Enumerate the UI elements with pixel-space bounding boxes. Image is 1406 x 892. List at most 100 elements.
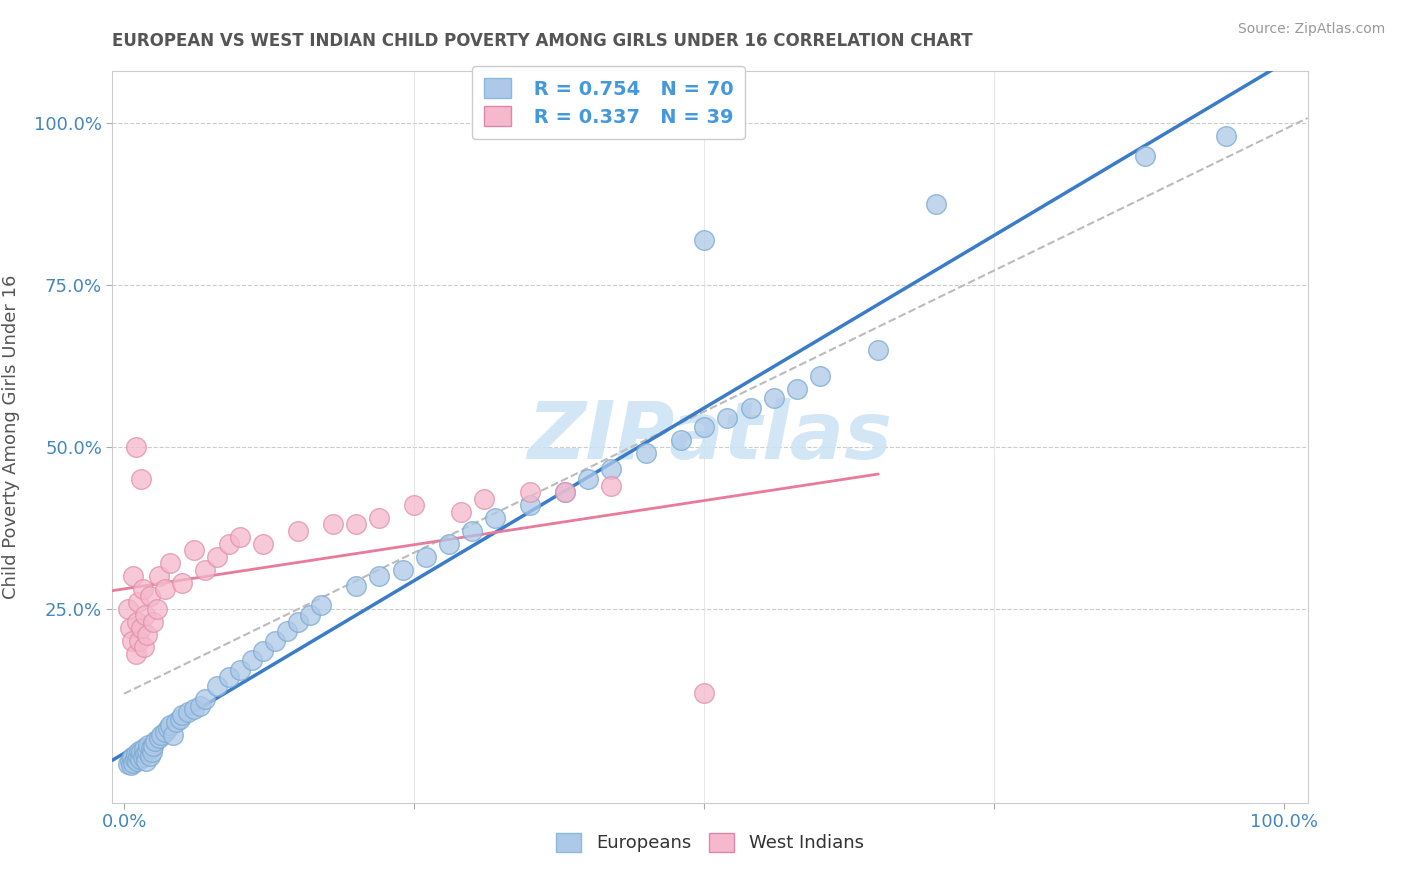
Point [1133,148,1156,162]
Point [117,756,139,771]
Point [131,582,153,597]
Point [264,634,287,648]
Point [131,750,153,764]
Point [127,749,149,764]
Point [145,601,167,615]
Legend: Europeans, West Indians: Europeans, West Indians [548,826,872,860]
Point [138,589,160,603]
Point [118,754,141,768]
Point [142,615,165,629]
Point [693,233,716,247]
Point [121,750,143,764]
Point [131,472,153,486]
Point [125,615,148,629]
Point [194,692,217,706]
Point [159,718,181,732]
Point [138,738,160,752]
Point [344,517,367,532]
Point [145,734,167,748]
Point [177,705,200,719]
Point [461,524,484,538]
Point [925,197,948,211]
Point [150,728,173,742]
Point [122,569,145,583]
Point [148,569,170,583]
Point [188,698,211,713]
Point [1215,129,1237,144]
Point [172,575,194,590]
Point [138,749,160,764]
Point [391,563,413,577]
Point [135,754,157,768]
Point [218,669,240,683]
Point [740,401,762,415]
Point [125,440,148,454]
Point [134,608,156,623]
Point [276,624,298,639]
Point [600,462,623,476]
Point [183,543,205,558]
Point [153,724,176,739]
Point [183,702,205,716]
Point [165,714,187,729]
Point [636,446,658,460]
Point [122,756,145,770]
Point [519,498,541,512]
Point [450,504,472,518]
Point [576,472,599,486]
Point [120,758,142,772]
Point [136,627,159,641]
Y-axis label: Child Poverty Among Girls Under 16: Child Poverty Among Girls Under 16 [3,275,20,599]
Point [136,744,159,758]
Point [117,601,139,615]
Point [437,537,460,551]
Point [368,569,391,583]
Point [519,485,541,500]
Point [131,621,153,635]
Point [287,524,309,538]
Point [554,485,576,500]
Point [125,747,148,762]
Point [472,491,495,506]
Point [124,752,146,766]
Point [240,653,263,667]
Point [229,530,252,544]
Point [287,615,309,629]
Point [716,410,738,425]
Point [139,740,162,755]
Point [127,595,149,609]
Text: EUROPEAN VS WEST INDIAN CHILD POVERTY AMONG GIRLS UNDER 16 CORRELATION CHART: EUROPEAN VS WEST INDIAN CHILD POVERTY AM… [112,32,973,50]
Point [404,498,426,512]
Point [298,608,321,623]
Point [169,712,191,726]
Point [218,537,240,551]
Point [172,708,194,723]
Text: ZIPatlas: ZIPatlas [527,398,893,476]
Point [132,640,155,655]
Point [148,731,170,745]
Point [159,557,181,571]
Point [762,391,785,405]
Point [205,549,228,564]
Point [153,582,176,597]
Text: Source: ZipAtlas.com: Source: ZipAtlas.com [1237,22,1385,37]
Point [693,420,716,434]
Point [808,368,831,383]
Point [131,745,153,759]
Point [252,643,274,657]
Point [141,745,163,759]
Point [669,434,692,448]
Point [162,728,184,742]
Point [132,740,155,755]
Point [121,634,143,648]
Point [205,679,228,693]
Point [311,599,333,613]
Point [157,722,180,736]
Point [322,517,344,532]
Point [134,747,156,762]
Point [128,634,150,648]
Point [194,563,217,577]
Point [125,647,148,661]
Point [600,478,623,492]
Point [344,579,367,593]
